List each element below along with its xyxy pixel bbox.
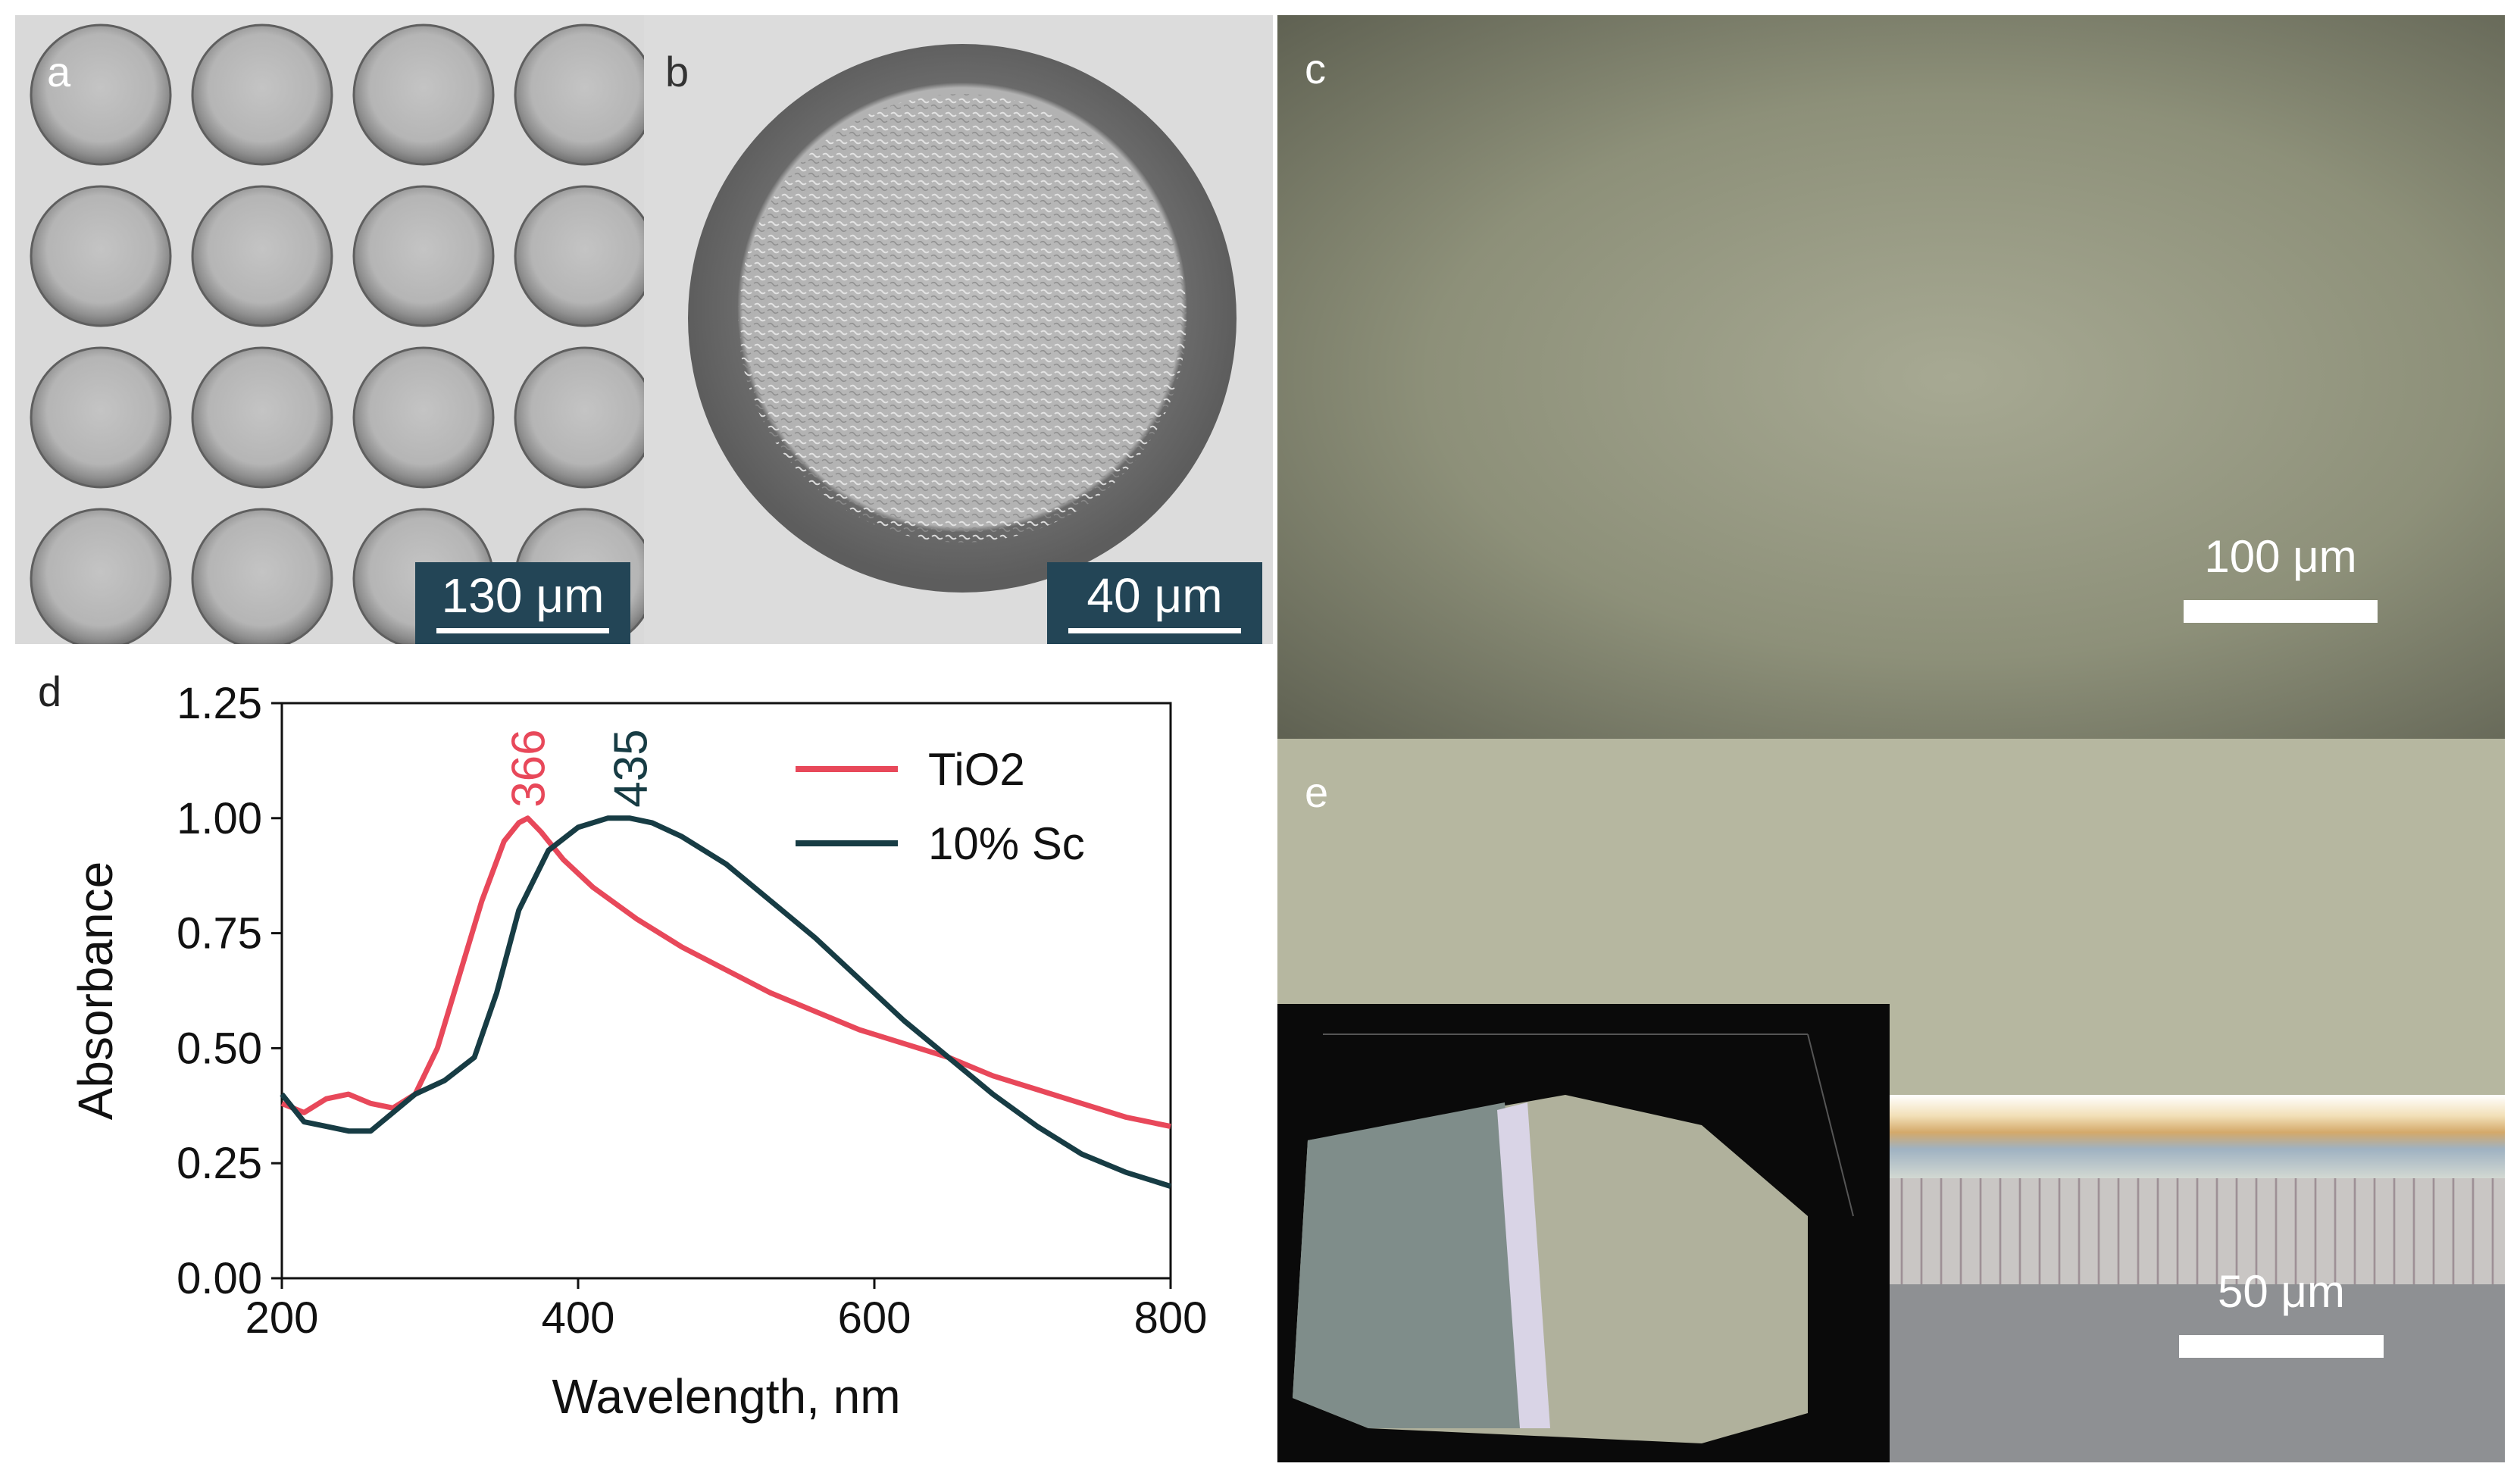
panel-b-scale-line [1068, 628, 1241, 633]
substrate-region [1884, 1284, 2505, 1462]
legend-label: TiO2 [928, 744, 1025, 795]
x-tick-label: 400 [542, 1293, 615, 1343]
well [352, 23, 495, 166]
panel-b-letter: b [665, 48, 689, 95]
panel-e-scale-label: 50 μm [2218, 1266, 2345, 1317]
well [191, 23, 333, 166]
panel-a-sem-array: a 130 μm [15, 15, 644, 644]
plot-frame [280, 702, 1172, 1280]
x-tick-label: 600 [838, 1293, 911, 1343]
coating-edge-band [1884, 1095, 2505, 1178]
panel-c-optical-micrograph: c 100 μm [1277, 15, 2505, 739]
y-axis-label: Absorbance [68, 862, 123, 1121]
y-tick-label: 1.25 [177, 679, 262, 728]
cracked-region [1884, 1178, 2505, 1284]
well [191, 346, 333, 489]
panel-d-letter: d [38, 668, 62, 715]
series-line-0 [280, 815, 1171, 1130]
y-tick-label: 0.75 [177, 909, 262, 958]
sem-well-image [644, 15, 1273, 644]
y-tick-label: 0.50 [177, 1024, 262, 1073]
legend-label: 10% Sc [928, 818, 1085, 869]
panel-e-scale-bar: 50 μm [2179, 1265, 2384, 1358]
panel-b-scale-label: 40 μm [1086, 568, 1223, 623]
well [514, 185, 644, 327]
peak-label: 366 [503, 729, 555, 807]
panel-c-letter: c [1305, 45, 1326, 92]
well [30, 346, 172, 489]
profile-3d-render [1293, 1034, 1854, 1443]
x-tick-label: 800 [1134, 1293, 1208, 1343]
sem-array-image [15, 15, 644, 644]
well [191, 508, 333, 644]
panel-a-scale-bar: 130 μm [415, 562, 630, 644]
panel-a-scale-line [436, 628, 609, 633]
well [191, 185, 333, 327]
well [30, 185, 172, 327]
panel-e-letter: e [1305, 768, 1329, 816]
well [514, 346, 644, 489]
panel-c-scale-bar: 100 μm [2184, 530, 2378, 623]
panel-b-scale-bar: 40 μm [1047, 562, 1262, 644]
y-tick-label: 0.25 [177, 1139, 262, 1188]
well [30, 23, 172, 166]
peak-label: 435 [605, 729, 657, 807]
panel-c-scale-label: 100 μm [2204, 531, 2357, 582]
y-tick-label: 0.00 [177, 1254, 262, 1303]
series-line-1 [280, 815, 1172, 1189]
x-tick-label: 200 [245, 1293, 319, 1343]
profile-3d-inset [1277, 1004, 1890, 1462]
panel-b-sem-well: b 40 μm [644, 15, 1273, 644]
panel-e-optical-profile: e 50 μm [1277, 739, 2505, 1462]
y-tick-label: 1.00 [177, 794, 262, 843]
x-axis-label: Wavelength, nm [552, 1369, 900, 1424]
well [352, 185, 495, 327]
panel-e-scale-line [2179, 1335, 2384, 1358]
well [30, 508, 172, 644]
panel-d-absorbance-chart: d 200 400 600 800 0.00 0.25 0.50 0.75 1.00 1.25 Wa… [15, 652, 1273, 1470]
panel-c-scale-line [2184, 600, 2378, 623]
well [352, 346, 495, 489]
panel-a-scale-label: 130 μm [441, 568, 605, 623]
well [514, 23, 644, 166]
panel-a-letter: a [47, 48, 71, 95]
absorbance-chart-svg: 200 400 600 800 0.00 0.25 0.50 0.75 1.00 1.25 Wave… [68, 679, 1208, 1424]
